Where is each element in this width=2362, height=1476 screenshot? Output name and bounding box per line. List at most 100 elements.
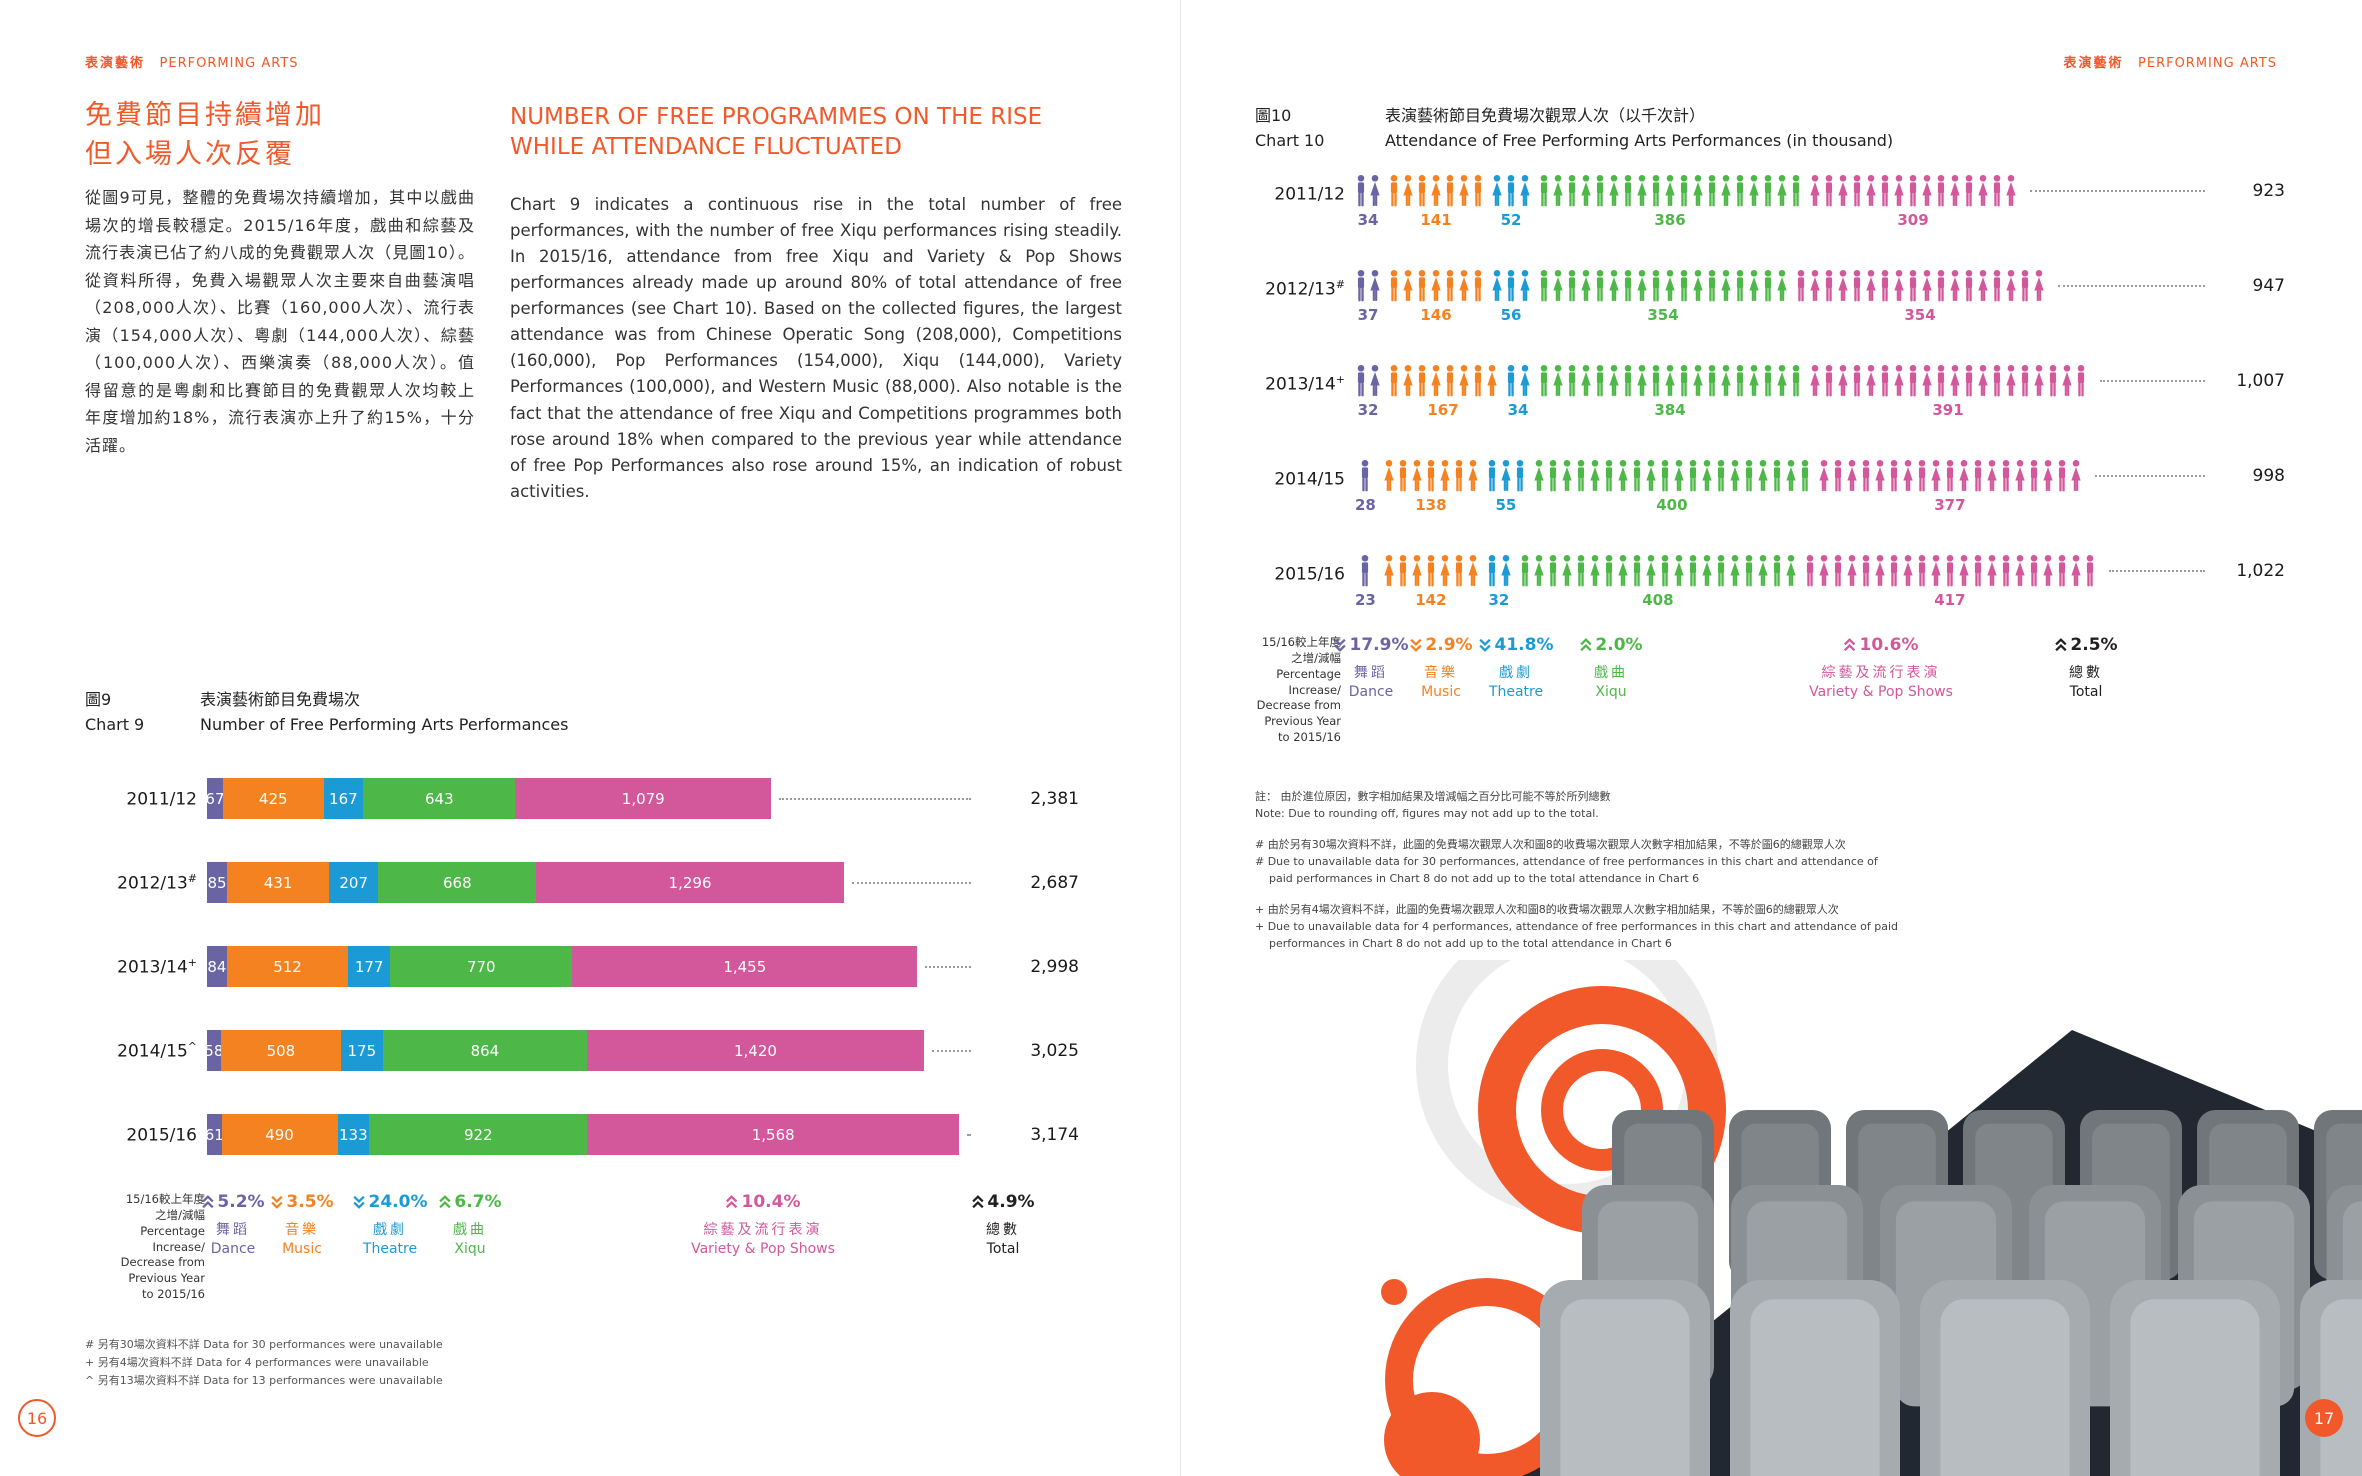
person-icon: [1706, 364, 1718, 398]
person-icon: [1397, 459, 1409, 493]
person-icon: [1734, 364, 1746, 398]
pictogram-icons: [1355, 267, 1381, 303]
person-icon: [1580, 269, 1592, 303]
category-label-zh: 戲劇: [1498, 665, 1533, 681]
segment-value-label: 85: [207, 873, 227, 892]
chart10-title-en-row: Chart 10 Attendance of Free Performing A…: [1255, 129, 1893, 154]
person-icon: [1757, 459, 1769, 493]
chart9-stacked-bar: 58 508 175 864 1,420: [204, 1030, 979, 1071]
person-icon: [1743, 459, 1755, 493]
person-icon: [2070, 459, 2082, 493]
segment-value-label: 1,079: [621, 789, 665, 808]
person-icon: [2042, 554, 2054, 588]
pictogram-icons: [1538, 362, 1802, 398]
person-icon: [1837, 174, 1849, 208]
person-icon: [1575, 459, 1587, 493]
chart10-value-label: 386: [1654, 211, 1686, 229]
chart9-year-label: 2012/13#: [117, 871, 197, 894]
category-label-zh: 戲劇: [372, 1222, 407, 1238]
person-icon: [1608, 364, 1620, 398]
person-icon: [1706, 174, 1718, 208]
person-icon: [1383, 459, 1395, 493]
person-icon: [1444, 174, 1456, 208]
person-icon: [1715, 459, 1727, 493]
chart9-segment-theatre: 207: [329, 862, 379, 903]
chart10-group-xiqu: 384: [1538, 362, 1802, 419]
person-icon: [1935, 269, 1947, 303]
person-icon: [1949, 174, 1961, 208]
orange-circle: [1384, 1392, 1480, 1476]
chart10-group-xiqu: 386: [1538, 172, 1802, 229]
person-icon: [1636, 364, 1648, 398]
person-icon: [1851, 364, 1863, 398]
chart9-title-en-row: Chart 9 Number of Free Performing Arts P…: [85, 713, 568, 738]
person-icon: [1874, 459, 1886, 493]
person-icon: [1823, 269, 1835, 303]
person-icon: [1659, 554, 1671, 588]
person-icon: [1692, 269, 1704, 303]
person-icon: [1972, 459, 1984, 493]
chart9-segment-theatre: 177: [348, 946, 391, 987]
chart10-value-label: 142: [1415, 591, 1447, 609]
person-icon: [1631, 459, 1643, 493]
person-icon: [1650, 174, 1662, 208]
person-icon: [1673, 459, 1685, 493]
pictogram-icons: [1505, 362, 1531, 398]
person-icon: [1865, 174, 1877, 208]
person-icon: [1538, 269, 1550, 303]
chart10-figure-label-en: Chart 10: [1255, 130, 1325, 150]
person-icon: [2028, 459, 2040, 493]
person-icon: [1359, 554, 1371, 588]
person-icon: [1860, 459, 1872, 493]
person-icon: [1706, 269, 1718, 303]
chart10-group-xiqu: 354: [1538, 267, 1788, 324]
chart10-group-dance: 37: [1355, 267, 1381, 324]
change-column-music: 3.5% 音樂 Music: [270, 1192, 334, 1257]
chart10-value-label: 55: [1495, 496, 1517, 514]
chart10-row-total: 998: [2252, 466, 2285, 486]
person-icon: [1622, 364, 1634, 398]
change-value: 2.9%: [1409, 635, 1473, 655]
person-icon: [2075, 364, 2087, 398]
category-label-zh: 舞蹈: [1353, 665, 1388, 681]
segment-value-label: 431: [263, 873, 293, 892]
pictogram-icons: [1809, 362, 2087, 398]
chart9-segment-xiqu: 643: [363, 778, 516, 819]
person-icon: [1458, 269, 1470, 303]
pictogram-icons: [1359, 457, 1371, 493]
person-icon: [1977, 174, 1989, 208]
person-icon: [1893, 174, 1905, 208]
chart10-value-label: 384: [1654, 401, 1686, 419]
chart9-footnote: # 另有30場次資料不詳 Data for 30 performances we…: [85, 1338, 443, 1351]
person-icon: [2033, 269, 2045, 303]
person-icon: [1589, 554, 1601, 588]
change-column-variety: 10.6% 綜藝及流行表演 Variety & Pop Shows: [1809, 635, 1953, 700]
chart9-segment-music: 512: [226, 946, 349, 987]
person-icon: [1594, 364, 1606, 398]
person-icon: [2056, 554, 2068, 588]
person-icon: [1790, 174, 1802, 208]
chart10-group-variety: 391: [1809, 362, 2087, 419]
segment-value-label: 61: [204, 1125, 224, 1144]
chart10-figure-label-zh: 圖10: [1255, 106, 1292, 125]
pictogram-icons: [1486, 552, 1512, 588]
person-icon: [1729, 459, 1741, 493]
chart10-group-variety: 417: [1804, 552, 2096, 609]
person-icon: [1762, 269, 1774, 303]
person-icon: [1458, 364, 1470, 398]
chart9-segment-music: 425: [222, 778, 324, 819]
chart9-segment-dance: 85: [207, 862, 228, 903]
person-icon: [1701, 554, 1713, 588]
person-icon: [1776, 364, 1788, 398]
chart9-footnotes: # 另有30場次資料不詳 Data for 30 performances we…: [85, 1336, 443, 1390]
person-icon: [1823, 174, 1835, 208]
segment-value-label: 508: [266, 1041, 296, 1060]
chart10-group-dance: 23: [1355, 552, 1376, 609]
person-icon: [2070, 554, 2082, 588]
person-icon: [1631, 554, 1643, 588]
change-column-total: 2.5% 總數 Total: [2054, 635, 2118, 700]
person-icon: [1505, 174, 1517, 208]
chart9-footnote: ^ 另有13場次資料不詳 Data for 13 performances we…: [85, 1374, 443, 1388]
chart9-segment-music: 431: [227, 862, 330, 903]
segment-value-label: 1,420: [733, 1041, 777, 1060]
